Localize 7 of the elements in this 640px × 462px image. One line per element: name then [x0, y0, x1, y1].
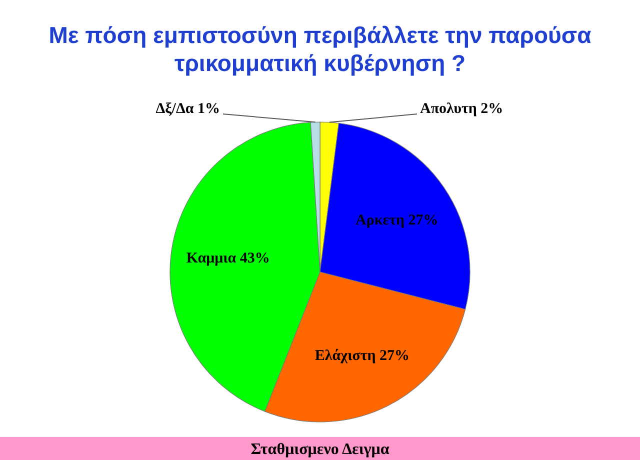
- slice-label: Απολυτη 2%: [420, 101, 504, 117]
- slice-label: Αρκετη 27%: [356, 212, 438, 229]
- slice-label: Καμμια 43%: [186, 250, 270, 266]
- chart-title: Με πόση εμπιστοσύνη περιβάλλετε την παρούσα τρικομματική κυβέρνηση ?: [48, 22, 592, 76]
- slice-label: Ελάχιστη 27%: [314, 348, 410, 364]
- slice-label: Δξ/Δα 1%: [156, 101, 220, 117]
- text: Σταθμισμενο Δειγμα: [250, 441, 390, 458]
